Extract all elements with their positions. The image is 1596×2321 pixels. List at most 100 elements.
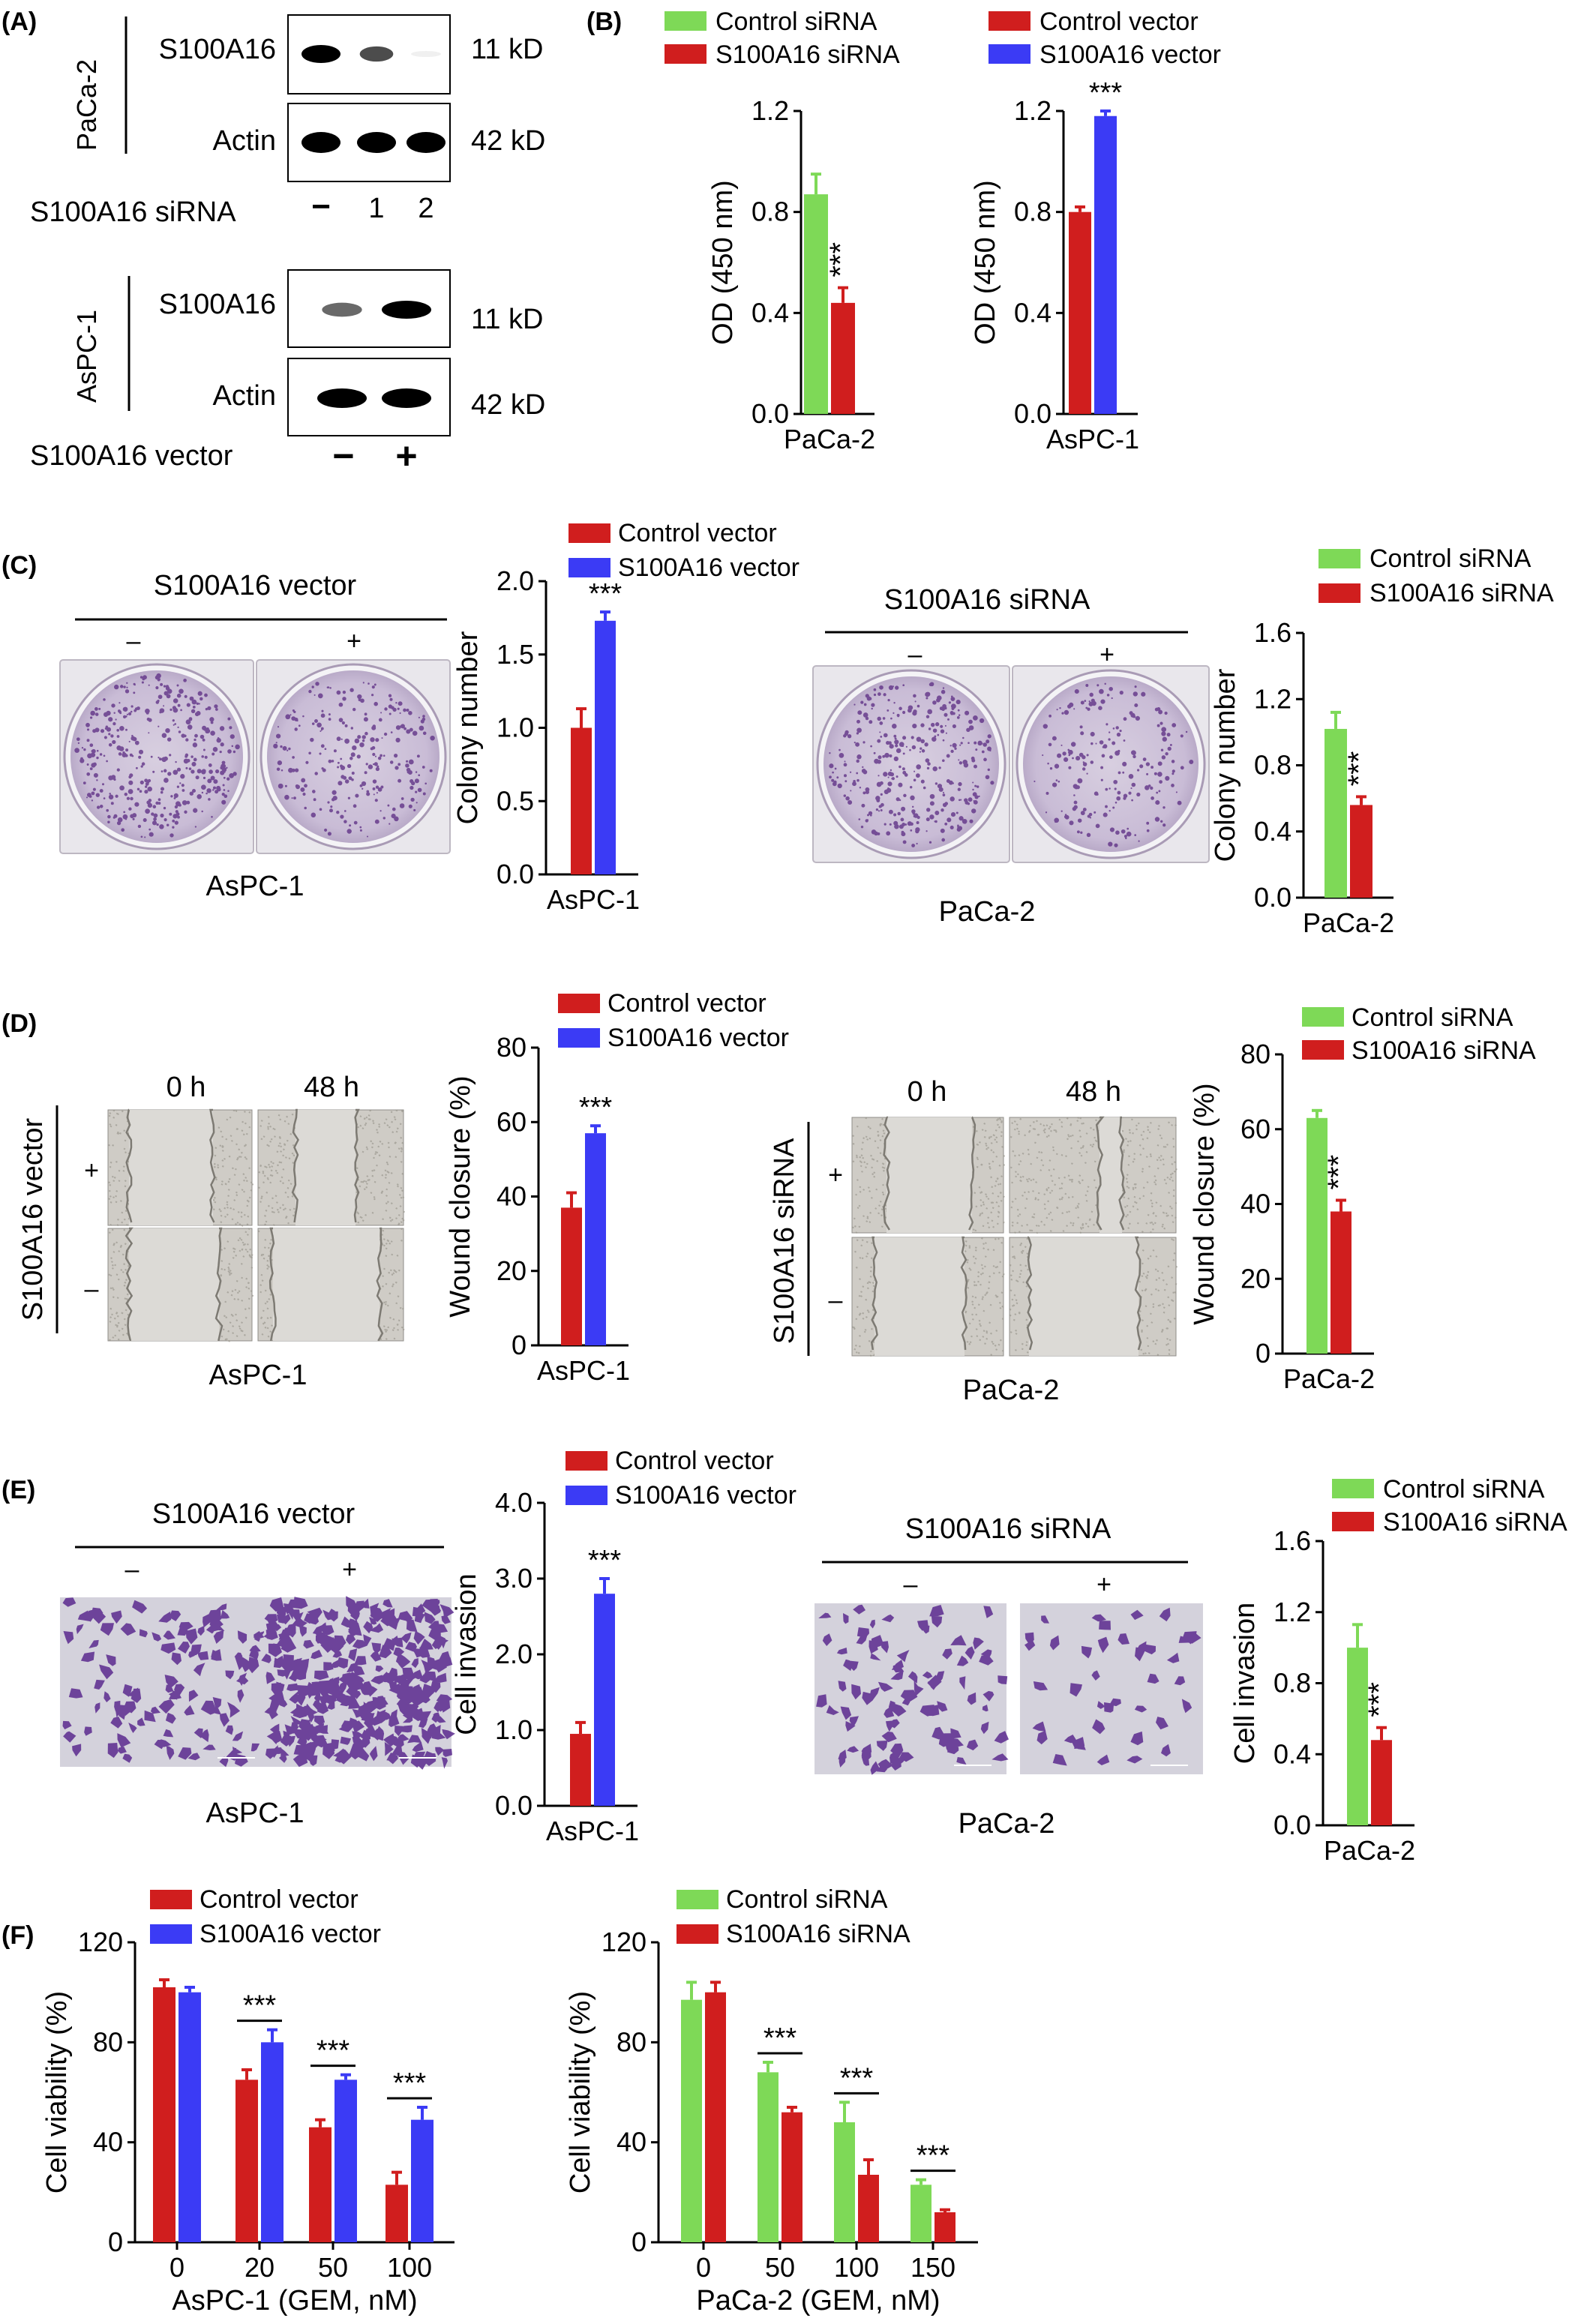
wound-edge [1095,1116,1105,1231]
y-tick-label: 0 [1256,1338,1270,1369]
panel-c-right-legend: Control siRNA S100A16 siRNA [1318,544,1554,607]
invasion-cells [62,1597,266,1768]
legend-label: Control vector [200,1885,358,1914]
chart-d-right: 0 20 40 60 80 Wound closure (%) PaCa-2 *** [1189,1039,1375,1394]
panel-d-right-side-label: S100A16 siRNA [769,1138,800,1344]
panel-a-bottom-cell-line: AsPC-1 [71,310,102,403]
wound-image [1009,1117,1177,1234]
y-tick-label: 0.0 [496,859,534,889]
panel-a-top-row2-size: 42 kD [471,125,545,157]
wound-edge [268,1227,277,1342]
chart-d-left: 0 20 40 60 80 Wound closure (%) AsPC-1 *** Contr… [445,989,789,1386]
blot-band [302,132,340,153]
bar [1347,1648,1368,1825]
significance-stars: *** [1342,751,1376,787]
bar [334,2080,357,2242]
legend-swatch [1302,1040,1344,1060]
legend-swatch [1332,1479,1374,1498]
invasion-cells [261,1596,455,1770]
y-axis-label: Cell viability (%) [41,1991,73,2194]
legend-swatch [150,1890,192,1909]
bar [178,1992,201,2242]
bar [782,2112,802,2242]
legend-swatch [1318,583,1360,603]
panel-c-left-cell-line: AsPC-1 [206,871,304,902]
x-category-label: AsPC-1 [537,1355,630,1386]
panel-d-right-sign-2: – [829,1286,843,1315]
panel-e-left-header: S100A16 vector [152,1498,356,1530]
y-tick-label: 0.8 [1254,750,1292,781]
legend-label: Control vector [618,519,777,547]
legend-swatch [566,1451,608,1471]
y-tick-label: 0.4 [752,297,789,328]
chart-f-left: 0 40 80 120 Cell viability (%) 0 20 50 100AsPC-1… [41,1885,454,2317]
wound-texture [1009,1237,1178,1356]
chart-c-right: 0.0 0.4 0.8 1.2 1.6 Colony number PaCa-2 *** [1210,617,1394,938]
panel-c-left-sign-1: – [127,627,141,655]
y-axis-label: Cell invasion [451,1573,482,1735]
wound-edge [376,1227,384,1342]
plate-colonies [829,682,994,847]
invasion-cells [816,1604,1009,1775]
wound-texture [852,1117,1006,1234]
y-tick-label: 80 [1240,1039,1270,1069]
bar [834,2122,855,2242]
wound-edge [125,1108,133,1223]
bar [386,2185,408,2242]
legend-swatch [558,1028,600,1048]
y-tick-label: 2.0 [495,1639,532,1669]
panel-d-right-time-1: 0 h [908,1076,947,1108]
legend-swatch [988,11,1030,31]
legend-swatch [676,1890,718,1909]
panel-d-right-sign-1: + [828,1161,843,1189]
invasion-images-right [814,1603,1203,1775]
blot-band [357,132,396,153]
blot-bands-bottom-actin [317,388,431,408]
bar [1350,805,1372,898]
y-tick-label: 80 [616,2026,646,2057]
legend-label: S100A16 vector [200,1920,381,1948]
bar [831,302,855,414]
y-tick-label: 1.6 [1254,617,1292,648]
y-tick-label: 0.0 [752,398,789,429]
panel-e: (E) S100A16 vector – + AsPC-1 S100A16 si… [2,1447,1568,1866]
wound-edge [870,1236,878,1351]
legend-swatch [676,1924,718,1944]
wound-gap [129,1110,213,1225]
legend-label: Control siRNA [1383,1475,1545,1504]
panel-a-top-treatment: S100A16 siRNA [30,196,236,228]
bar [705,1992,726,2242]
panel-b-letter: (B) [586,7,622,36]
panel-e-letter: (E) [2,1476,35,1504]
panel-e-right-header: S100A16 siRNA [905,1513,1112,1545]
wound-edge [1118,1116,1126,1231]
panel-a-top-lane-1: − [311,188,331,225]
legend-swatch [988,44,1030,64]
legend-label: S100A16 siRNA [1383,1508,1568,1537]
wound-gap [129,1228,219,1341]
bar [858,2175,879,2242]
significance-stars: *** [579,1092,613,1123]
panel-a-bottom-row1-protein: S100A16 [159,289,276,320]
bar [595,620,616,874]
x-category-label: PaCa-2 [1303,907,1394,938]
significance-stars: *** [316,2035,350,2067]
panel-c-letter: (C) [2,551,37,580]
y-tick-label: 60 [1240,1114,1270,1144]
y-axis-label: Colony number [452,631,484,824]
bar [1330,1211,1352,1354]
legend-label: Control siRNA [726,1885,888,1914]
panel-a-bottom-row2-protein: Actin [213,380,276,412]
panel-a-top-row1-protein: S100A16 [159,34,276,65]
wound-texture [1010,1117,1178,1234]
panel-d-right-time-2: 48 h [1066,1076,1121,1108]
y-tick-label: 0.4 [1254,816,1292,847]
panel-d: (D) 0 h 48 h S100A16 vector + – AsPC-1 0… [2,989,1536,1406]
panel-c: (C) S100A16 vector – + AsPC-1 S100A16 si… [2,519,1554,938]
wound-edge [883,1116,891,1231]
significance-stars: *** [589,578,622,610]
plate-stain [1023,676,1198,852]
plate-colonies [1034,682,1194,847]
panel-a-bottom-treatment: S100A16 vector [30,440,233,472]
